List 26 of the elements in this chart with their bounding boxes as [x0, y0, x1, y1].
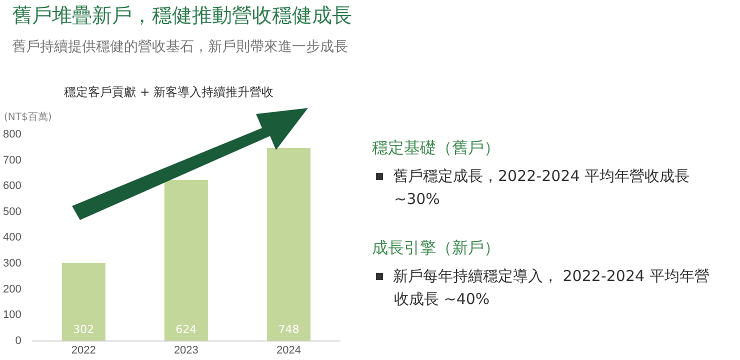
- x-tick-label: 2023: [174, 344, 198, 356]
- x-tick-label: 2024: [276, 344, 301, 356]
- y-tick-label: 400: [2, 232, 22, 244]
- data-label: 624: [176, 322, 197, 336]
- text: 成長引擎（新戶）: [372, 238, 501, 259]
- y-tick-label: 0: [15, 334, 22, 347]
- chart-title: 舊戶堆疊新戶，穩健推動營收穩健成長: [12, 2, 352, 29]
- text: 新戶每年持續穩定導入， 2022-2024 平均年營收成長 ~40%: [393, 266, 710, 310]
- y-tick-label: 300: [2, 258, 22, 270]
- text: 穩定基礎（舊戶）: [372, 138, 501, 159]
- y-tick-label: 700: [2, 154, 22, 166]
- y-axis-title: (NT$百萬): [4, 110, 52, 124]
- data-label: 302: [73, 322, 94, 336]
- y-tick-label: 500: [2, 206, 22, 218]
- text: 舊戶穩定成長，2022-2024 平均年營收成長 ~30%: [393, 166, 691, 210]
- bar: [62, 262, 106, 341]
- text: 穩定客戶貢獻 + 新客導入持續推升營收: [64, 84, 274, 101]
- y-tick-label: 800: [2, 128, 22, 141]
- x-tick-label: 2022: [71, 344, 96, 356]
- bar: [164, 180, 208, 341]
- data-label: 748: [278, 322, 300, 336]
- y-tick-label: 600: [2, 180, 22, 192]
- y-tick-label: 100: [2, 309, 22, 322]
- bar: [266, 148, 311, 341]
- chart-subtitle: 舊戶持續提供穩健的營收基石，新戶則帶來進一步成長: [12, 38, 348, 56]
- y-tick-label: 200: [2, 283, 22, 296]
